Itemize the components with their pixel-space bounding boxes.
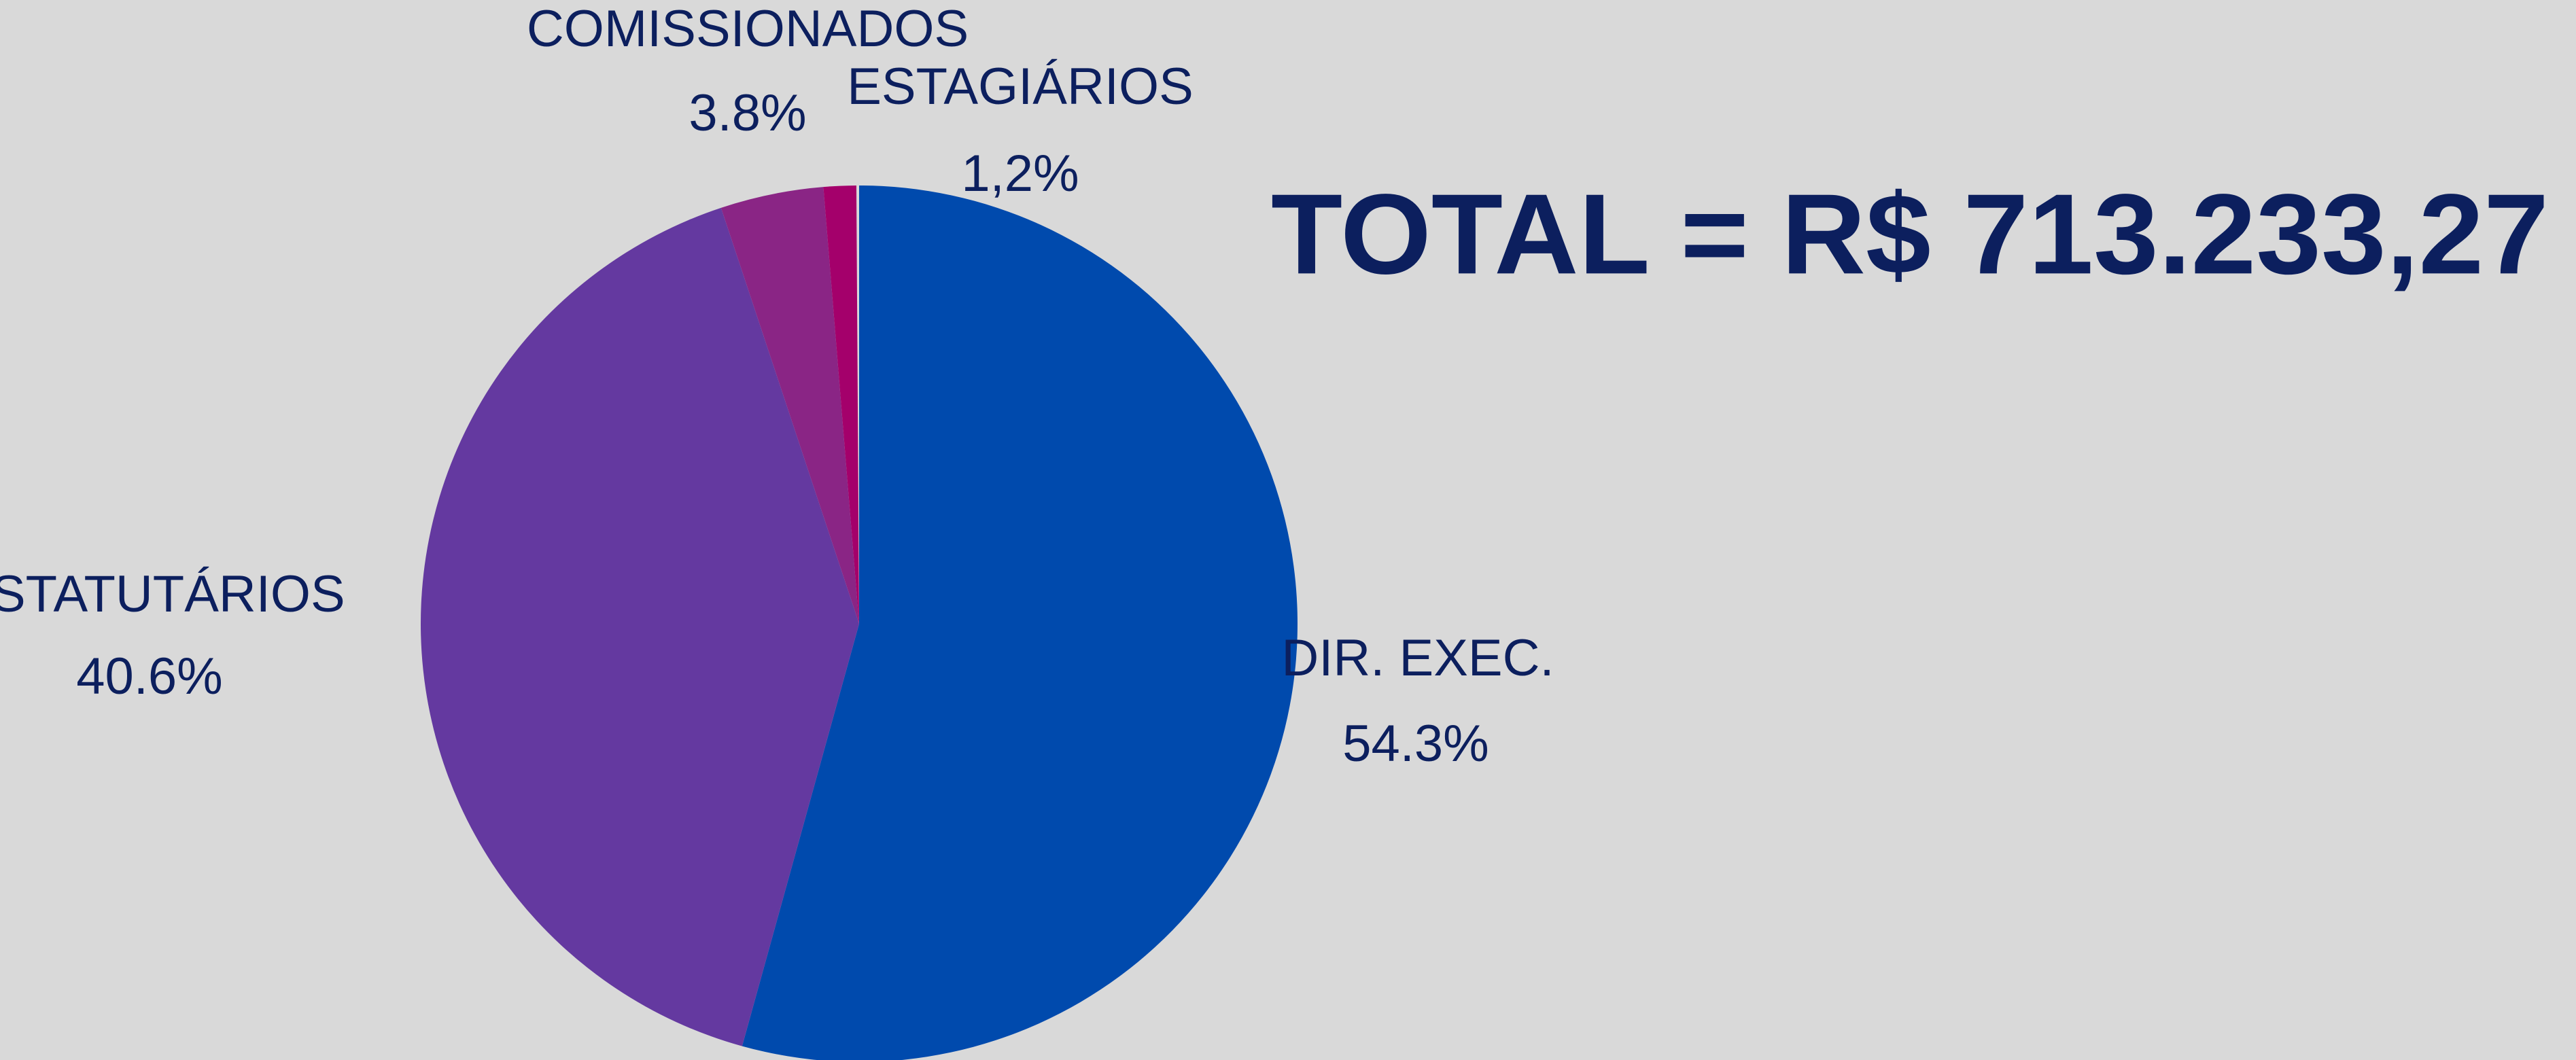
pie-slice [720, 187, 859, 624]
pie-slice [742, 186, 1298, 1060]
slice-value-label: 54.3% [1342, 715, 1489, 773]
chart-title: TOTAL = R$ 713.233,27 [1271, 170, 2549, 298]
slice-value-label: 1,2% [961, 145, 1079, 202]
slice-label: DIR. EXEC. [1281, 629, 1554, 687]
slice-label: COMISSIONADOS [527, 0, 969, 58]
pie-slice [421, 207, 859, 1046]
pie-slice [823, 186, 859, 624]
slice-label: ESTATUTÁRIOS [0, 565, 345, 623]
slice-label: ESTAGIÁRIOS [847, 58, 1194, 116]
slice-value-label: 3.8% [689, 84, 806, 142]
slice-value-label: 40.6% [76, 648, 223, 705]
